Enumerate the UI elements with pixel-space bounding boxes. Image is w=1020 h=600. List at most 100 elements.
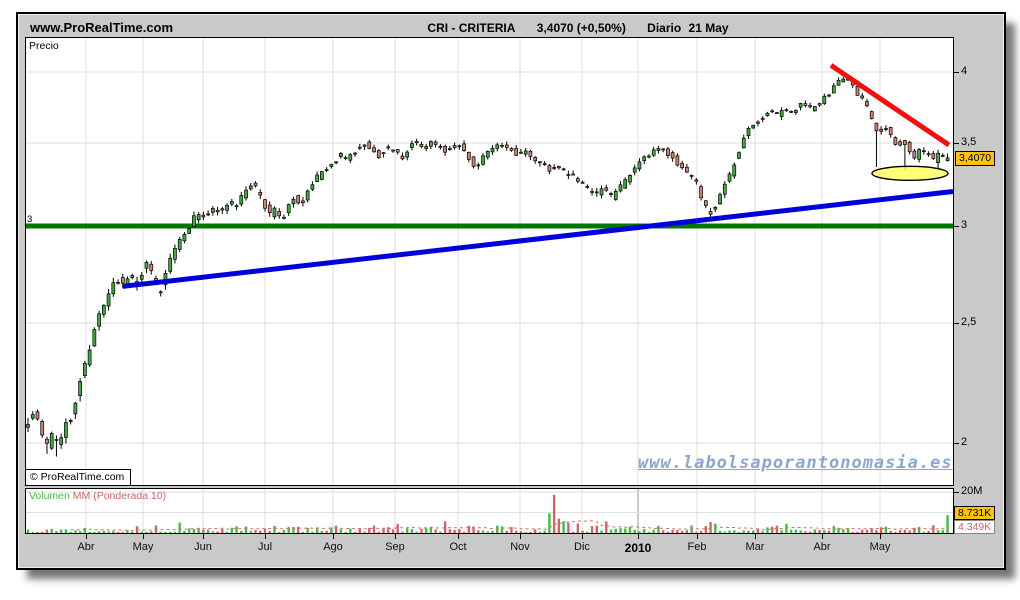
candle-body bbox=[917, 149, 921, 160]
volume-bar bbox=[358, 529, 361, 533]
volume-bar bbox=[671, 529, 674, 533]
candle-body bbox=[936, 152, 940, 163]
candle-body bbox=[741, 137, 746, 149]
candle-body bbox=[869, 111, 874, 119]
candle-body bbox=[381, 152, 386, 155]
price-chart-panel[interactable]: Precio 3 www.labolsaporantonomasia.es © … bbox=[25, 37, 954, 486]
x-axis[interactable]: Abr May Jun Jul Ago Sep Oct Nov Dic 2010 Feb Mar Abr… bbox=[25, 534, 954, 564]
candle-body bbox=[884, 128, 888, 130]
candlestick-chart[interactable] bbox=[26, 38, 953, 485]
candle-body bbox=[855, 85, 860, 96]
candle-body bbox=[40, 421, 45, 436]
volume-bar bbox=[183, 530, 186, 533]
candle-body bbox=[334, 161, 338, 164]
volume-bar bbox=[652, 529, 655, 533]
volume-bar bbox=[377, 531, 380, 533]
volume-bar bbox=[121, 531, 124, 533]
candle-body bbox=[737, 152, 741, 159]
candle-body bbox=[229, 201, 234, 205]
candle-body bbox=[149, 263, 154, 271]
price-tick-label: 2,5 bbox=[961, 316, 977, 328]
volume-bar bbox=[363, 531, 366, 533]
volume-bar bbox=[775, 525, 779, 533]
volume-bar bbox=[908, 530, 911, 533]
x-axis-label: Mar bbox=[745, 541, 765, 553]
volume-bar bbox=[543, 530, 546, 533]
highlight-ellipse[interactable] bbox=[871, 165, 949, 182]
volume-bar bbox=[159, 531, 162, 533]
x-axis-label: Jul bbox=[257, 541, 273, 553]
candle-body bbox=[865, 101, 869, 107]
candle-body bbox=[718, 194, 722, 205]
candle-body bbox=[433, 141, 438, 145]
candle-body bbox=[495, 144, 500, 149]
watermark-link[interactable]: www.labolsaporantonomasia.es bbox=[638, 453, 953, 473]
volume-bar bbox=[889, 530, 892, 533]
chart-window: www.ProRealTime.com CRI - CRITERIA 3,407… bbox=[16, 12, 1006, 570]
volume-bar bbox=[50, 528, 53, 533]
price-axis-tick bbox=[954, 142, 959, 144]
candle-body bbox=[476, 164, 481, 167]
volume-bar bbox=[462, 531, 466, 533]
volume-bar bbox=[927, 530, 930, 533]
volume-mm-line bbox=[70, 520, 948, 532]
volume-bar bbox=[396, 524, 399, 533]
candle-body bbox=[784, 109, 789, 112]
volume-bar bbox=[842, 529, 845, 533]
volume-bar bbox=[557, 518, 561, 533]
candle-body bbox=[685, 166, 689, 173]
volume-bar bbox=[785, 523, 788, 533]
candle-body bbox=[414, 141, 419, 144]
candle-body bbox=[353, 152, 357, 155]
volume-bar bbox=[624, 528, 627, 533]
volume-bar bbox=[519, 531, 523, 533]
volume-bar bbox=[619, 528, 622, 533]
candle-body bbox=[410, 143, 414, 148]
volume-bar bbox=[552, 494, 556, 533]
volume-panel[interactable]: Volumen MM (Ponderada 10) bbox=[25, 488, 954, 534]
volume-bar bbox=[837, 527, 840, 533]
volume-bar bbox=[737, 531, 741, 533]
candle-body bbox=[239, 195, 244, 205]
x-axis-label: Oct bbox=[449, 541, 467, 553]
volume-bar bbox=[443, 521, 447, 533]
brand-link[interactable]: www.ProRealTime.com bbox=[30, 20, 174, 35]
candle-body bbox=[466, 151, 471, 160]
volume-bar bbox=[240, 530, 243, 533]
candle-body bbox=[500, 145, 504, 147]
candle-body bbox=[874, 122, 879, 132]
volume-chart[interactable] bbox=[26, 489, 953, 533]
candle-body bbox=[158, 291, 163, 294]
volume-bar bbox=[505, 530, 508, 533]
candle-body bbox=[267, 204, 272, 214]
volume-bar bbox=[306, 527, 309, 533]
candle-body bbox=[54, 439, 59, 441]
candle-body bbox=[78, 381, 82, 396]
volume-bar bbox=[827, 530, 831, 533]
volume-bar bbox=[225, 531, 229, 533]
price-tick-label: 2 bbox=[961, 436, 968, 448]
candle-body bbox=[903, 140, 907, 145]
volume-bar bbox=[150, 531, 153, 533]
x-axis-label: Nov bbox=[510, 541, 530, 553]
candle-body bbox=[457, 145, 462, 148]
volume-bar bbox=[349, 528, 352, 533]
candle-body bbox=[357, 146, 362, 149]
candle-body bbox=[561, 168, 566, 171]
price-axis[interactable]: 4 3,5 3 2,5 2 3,4070 20M 8.731K 4.349K bbox=[954, 14, 1004, 568]
price-panel-label: Precio bbox=[29, 40, 59, 52]
candle-body bbox=[59, 437, 64, 445]
volume-bar bbox=[818, 529, 821, 533]
support-trendline[interactable] bbox=[122, 188, 953, 289]
x-axis-label: Abr bbox=[813, 541, 831, 553]
volume-bar bbox=[131, 531, 134, 533]
volume-bar bbox=[268, 531, 271, 533]
volume-bar bbox=[932, 525, 935, 533]
volume-mm-label: MM (Ponderada 10) bbox=[69, 490, 167, 502]
resistance-trendline[interactable] bbox=[829, 63, 951, 148]
candle-body bbox=[566, 174, 571, 176]
volume-bar bbox=[486, 531, 489, 533]
candle-body bbox=[305, 190, 310, 201]
volume-axis-label: 20M bbox=[961, 485, 983, 497]
volume-bar bbox=[36, 531, 39, 533]
